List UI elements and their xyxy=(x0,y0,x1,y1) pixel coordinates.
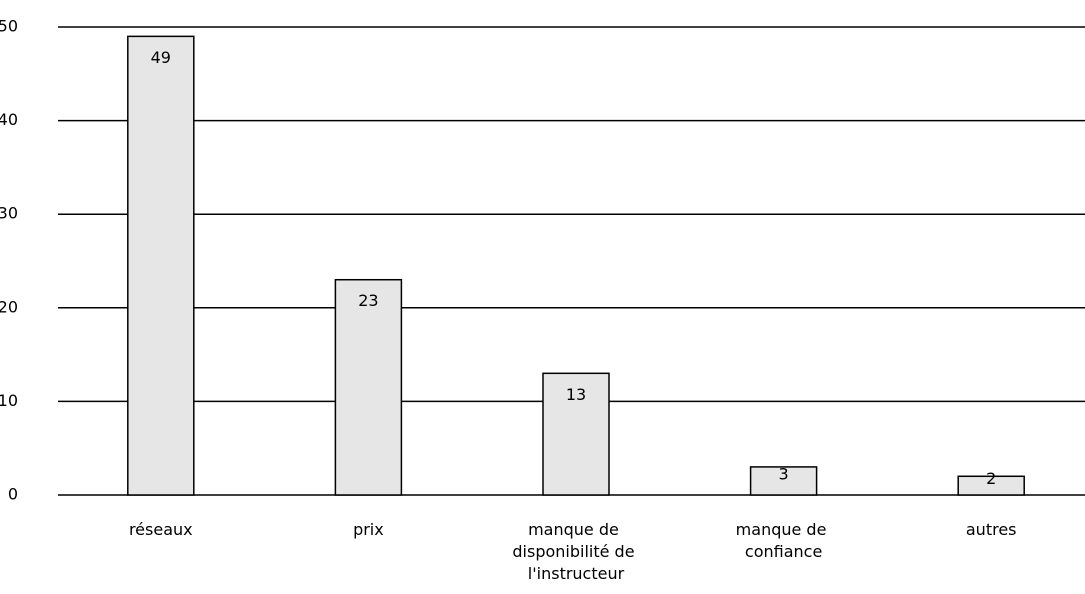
bar xyxy=(542,372,610,496)
y-tick-label: 30 xyxy=(0,204,18,223)
x-tick-label: manque de disponibilité de l'instructeur xyxy=(512,520,639,583)
bar xyxy=(749,466,818,496)
bar xyxy=(127,35,195,496)
y-tick-label: 50 xyxy=(0,17,18,36)
x-tick-label: manque de confiance xyxy=(736,520,832,561)
x-tick-label: prix xyxy=(353,520,384,539)
y-tick-label: 20 xyxy=(0,297,18,316)
bar xyxy=(957,475,1025,496)
value-label: 13 xyxy=(566,385,586,404)
value-label: 23 xyxy=(358,291,378,310)
x-tick-label: autres xyxy=(966,520,1017,539)
value-label: 3 xyxy=(779,464,789,483)
bar xyxy=(334,278,403,496)
x-tick-label: réseaux xyxy=(129,520,193,539)
y-tick-label: 40 xyxy=(0,110,18,129)
value-label: 2 xyxy=(986,469,996,488)
y-tick-label: 0 xyxy=(8,485,18,504)
y-tick-label: 10 xyxy=(0,391,18,410)
value-label: 49 xyxy=(151,48,171,67)
